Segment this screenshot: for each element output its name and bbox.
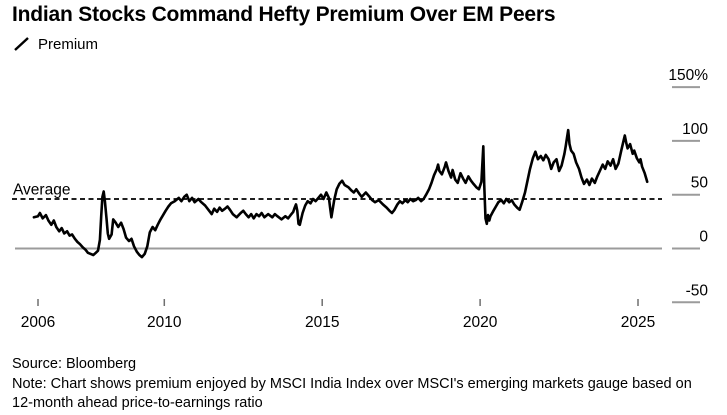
y-axis-label: -50 (686, 282, 709, 299)
x-axis-label: 2006 (21, 314, 55, 331)
note-line-2: 12-month ahead price-to-earnings ratio (12, 395, 263, 411)
x-axis-label: 2010 (147, 314, 182, 331)
chart-title: Indian Stocks Command Hefty Premium Over… (12, 3, 556, 26)
x-axis-label: 2025 (621, 314, 655, 331)
footer: Source: Bloomberg Note: Chart shows prem… (12, 355, 719, 414)
legend: Premium (13, 36, 98, 53)
legend-label: Premium (38, 36, 99, 53)
x-axis-label: 2015 (305, 314, 339, 331)
premium-vs-em-line-chart: Average 150% 100 50 0 -50 2006 2010 2015 2020 2025 (12, 67, 709, 331)
y-axis-label: 150% (668, 67, 708, 84)
premium-line-series (32, 128, 649, 259)
average-label: Average (13, 182, 70, 199)
y-axis-label: 100 (682, 121, 708, 138)
y-axis-label: 50 (691, 175, 709, 192)
y-axis-label: 0 (699, 229, 708, 246)
source-line: Source: Bloomberg (12, 356, 137, 372)
line-sample-icon (14, 37, 29, 51)
note-line-1: Note: Chart shows premium enjoyed by MSC… (12, 375, 692, 392)
x-axis-label: 2020 (463, 314, 498, 331)
